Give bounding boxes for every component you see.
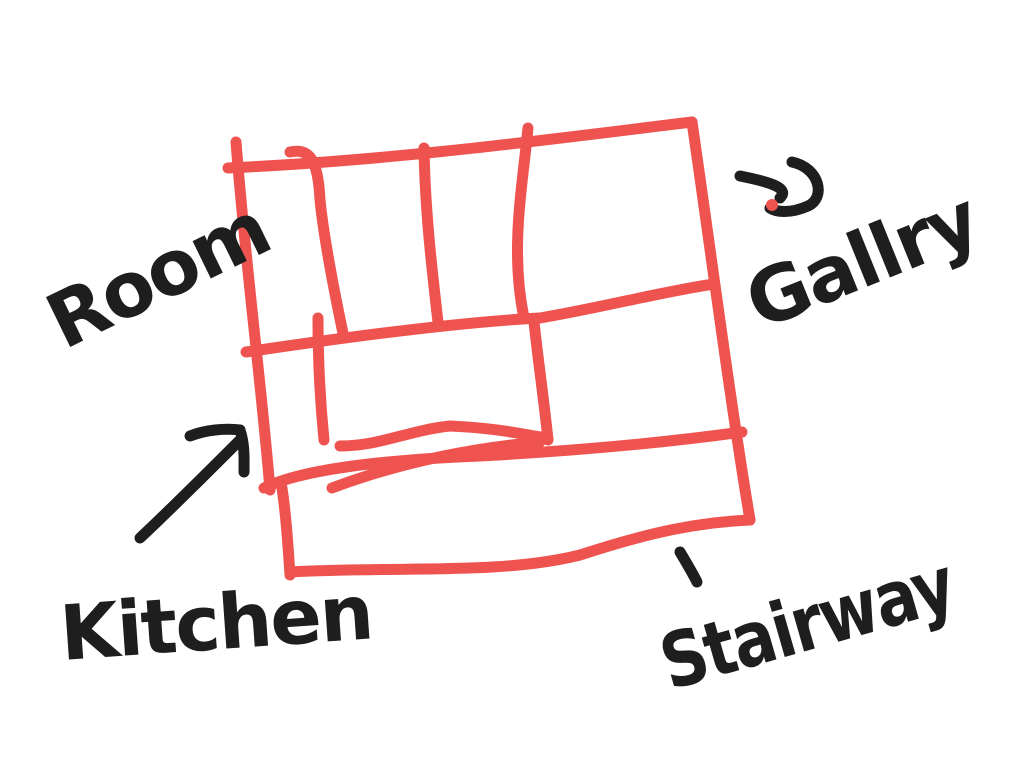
wall-stairway-top-2 (326, 436, 546, 494)
wall-kitchen-right (528, 316, 554, 446)
plan-outline-right (686, 116, 756, 526)
gallery-pointer-dot (766, 199, 778, 211)
wall-mid-horizontal (240, 278, 720, 358)
stairway-pointer (674, 546, 703, 588)
wall-room-divider-1 (284, 145, 350, 344)
wall-kitchen-left (312, 312, 330, 446)
kitchen-arrow-shaft (134, 434, 246, 544)
annotations (134, 156, 824, 588)
wall-room-divider-2 (418, 142, 444, 328)
wall-stairway-top (258, 426, 748, 494)
floor-plan (222, 116, 756, 581)
plan-outline-left-lower (276, 482, 296, 581)
label-stairway: Stairway (650, 539, 964, 708)
kitchen-arrow-head (184, 423, 250, 478)
label-kitchen: Kitchen (57, 567, 375, 678)
plan-outline-left (230, 136, 276, 496)
wall-room-divider-3 (511, 122, 534, 324)
label-room: Room (33, 184, 282, 367)
wall-kitchen-bottom (334, 420, 554, 452)
plan-outline-bottom (284, 514, 756, 578)
gallery-pointer-curl (764, 156, 824, 217)
gallery-pointer (734, 170, 788, 204)
plan-outline-top (222, 116, 698, 174)
